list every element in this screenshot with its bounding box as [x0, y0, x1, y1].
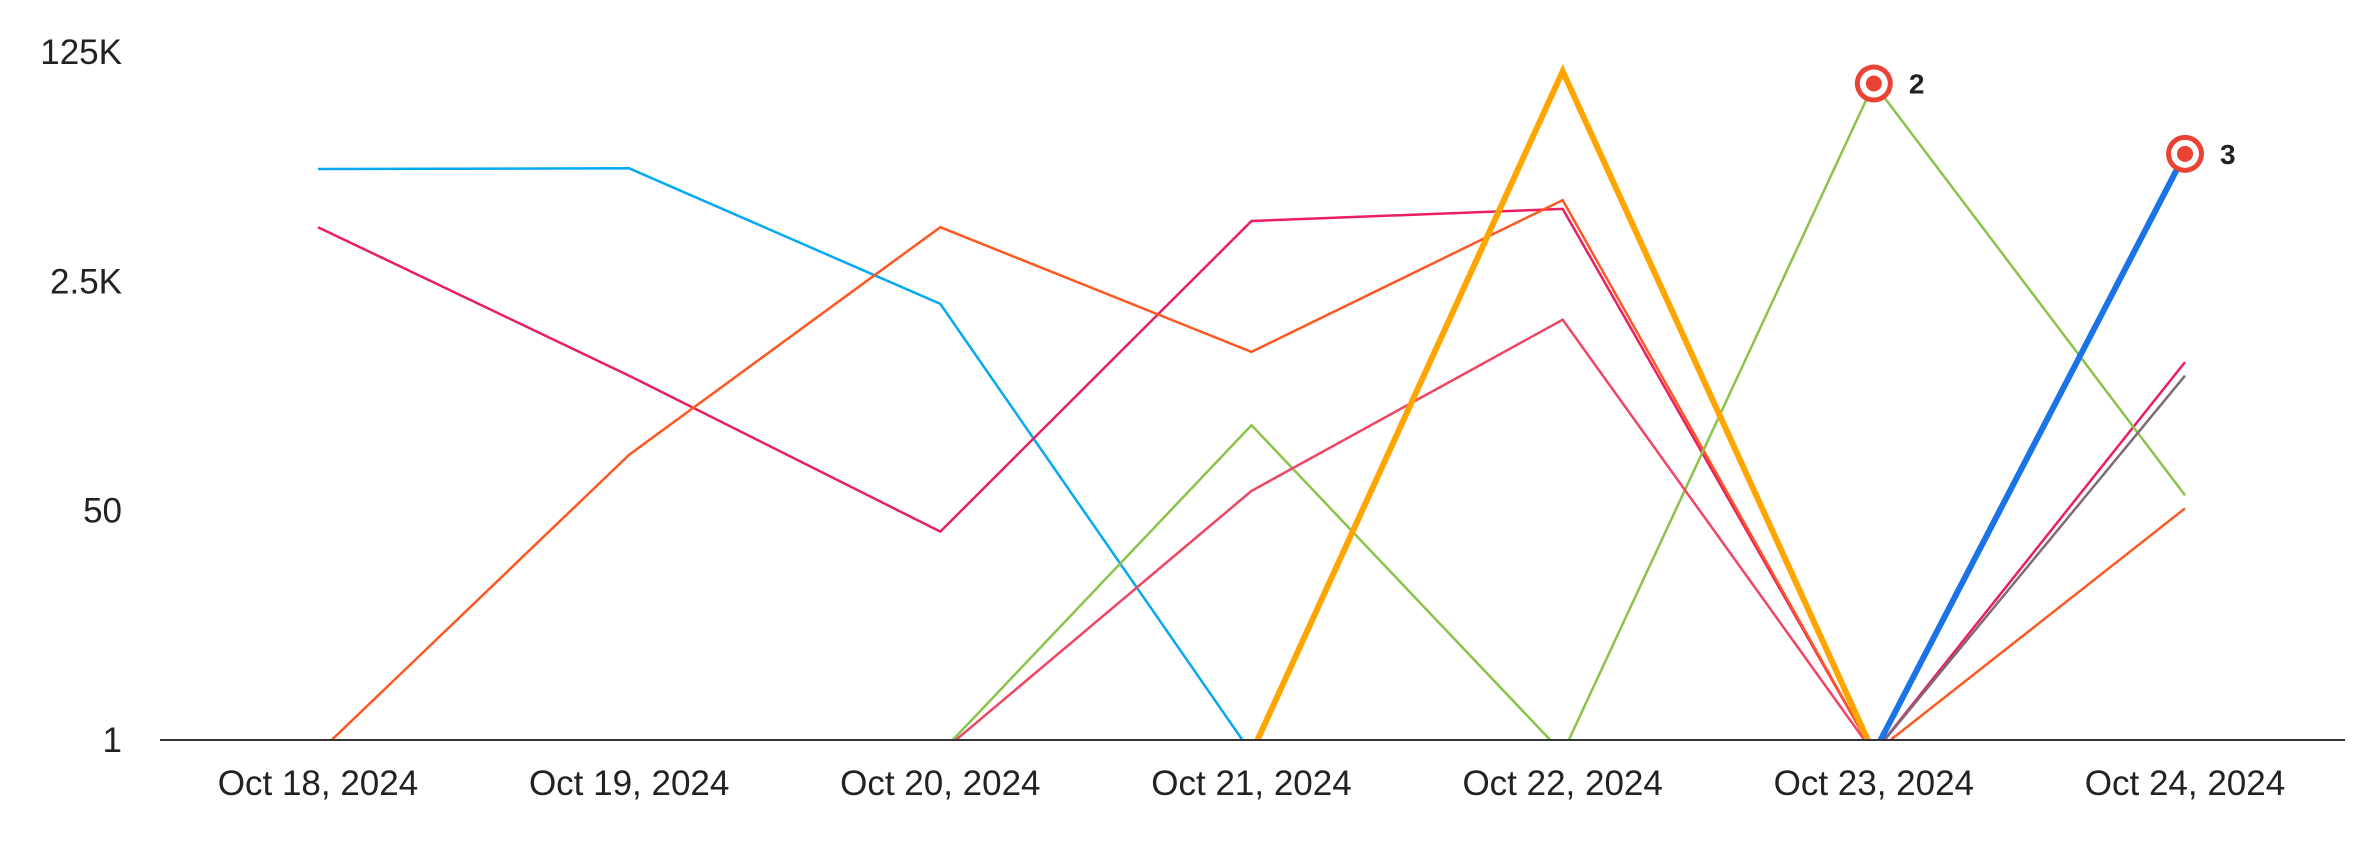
point-marker: 3 — [2166, 134, 2236, 173]
series-line-6 — [1254, 64, 1872, 740]
x-tick-label: Oct 20, 2024 — [840, 764, 1040, 803]
y-axis-ticks: 1 50 2.5K 125K — [40, 33, 122, 760]
series-line-1 — [317, 167, 1244, 740]
point-markers: 23 — [1854, 64, 2236, 173]
series-lines — [317, 64, 2188, 740]
y-tick-label: 125K — [40, 33, 122, 72]
marker-dot — [1865, 75, 1882, 92]
marker-label: 3 — [2220, 139, 2236, 170]
x-tick-label: Oct 24, 2024 — [2085, 764, 2285, 803]
marker-dot — [2177, 145, 2193, 162]
series-line-3 — [329, 198, 2186, 740]
point-marker: 2 — [1854, 64, 1925, 103]
x-axis-ticks: Oct 18, 2024 Oct 19, 2024 Oct 20, 2024 Oct … — [218, 764, 2285, 803]
y-tick-label: 2.5K — [50, 262, 122, 301]
x-tick-label: Oct 19, 2024 — [529, 764, 729, 803]
y-tick-label: 50 — [83, 492, 122, 531]
series-line-7 — [1877, 152, 2188, 740]
y-tick-label: 1 — [103, 721, 122, 760]
x-tick-label: Oct 18, 2024 — [218, 764, 418, 803]
series-line-4 — [951, 81, 2186, 740]
marker-label: 2 — [1909, 69, 1925, 100]
series-line-2 — [317, 207, 2186, 740]
x-tick-label: Oct 21, 2024 — [1151, 764, 1351, 803]
x-tick-label: Oct 22, 2024 — [1462, 764, 1662, 803]
x-tick-label: Oct 23, 2024 — [1774, 764, 1974, 803]
series-line-8 — [1882, 374, 2186, 740]
